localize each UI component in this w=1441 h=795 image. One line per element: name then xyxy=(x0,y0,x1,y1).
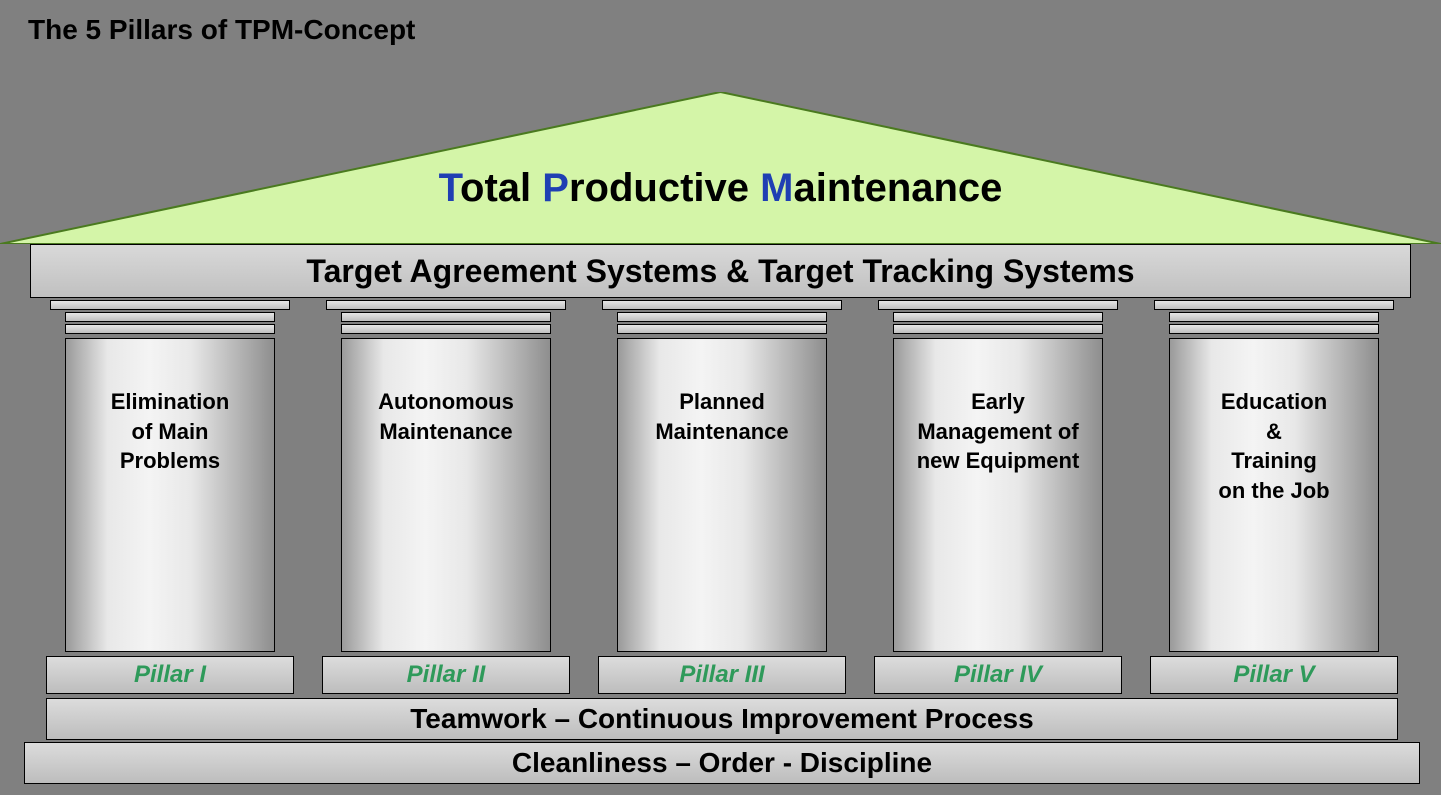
pillar-shaft-line: Education xyxy=(1170,387,1378,417)
tpm-word-rest: roductive xyxy=(569,166,760,210)
tpm-word-rest: otal xyxy=(460,166,542,210)
pillar-shaft: EarlyManagement ofnew Equipment xyxy=(893,338,1103,652)
pillar-base-label: Pillar III xyxy=(598,656,846,694)
capital-ring xyxy=(1169,312,1379,322)
pillar-shaft-line: of Main xyxy=(66,417,274,447)
pillar-shaft-line: Planned xyxy=(618,387,826,417)
capital-ring xyxy=(617,324,827,334)
capital-ring xyxy=(893,324,1103,334)
pillar-shaft-line: Maintenance xyxy=(618,417,826,447)
pillar-shaft-line: on the Job xyxy=(1170,476,1378,506)
capital-ring xyxy=(341,324,551,334)
pillar-2: AutonomousMaintenance Pillar II xyxy=(322,300,570,694)
tpm-initial: P xyxy=(542,166,569,210)
capital-ring xyxy=(50,300,290,310)
capital-ring xyxy=(1154,300,1394,310)
pillar-base-label: Pillar IV xyxy=(874,656,1122,694)
pillar-shaft-line: Early xyxy=(894,387,1102,417)
pillar-shaft-line: & xyxy=(1170,417,1378,447)
capital-ring xyxy=(602,300,842,310)
pillar-shaft-line: new Equipment xyxy=(894,446,1102,476)
capital-ring xyxy=(878,300,1118,310)
pillar-shaft-line: Problems xyxy=(66,446,274,476)
pillar-capital xyxy=(1154,300,1394,334)
foundation-row-1: Teamwork – Continuous Improvement Proces… xyxy=(46,698,1398,740)
pillar-1: Eliminationof MainProblems Pillar I xyxy=(46,300,294,694)
capital-ring xyxy=(893,312,1103,322)
pillar-shaft-line: Elimination xyxy=(66,387,274,417)
pillar-base-label: Pillar II xyxy=(322,656,570,694)
foundation-row-2: Cleanliness – Order - Discipline xyxy=(24,742,1420,784)
capital-ring xyxy=(326,300,566,310)
roof-text: Total Productive Maintenance xyxy=(0,166,1441,211)
tpm-initial: M xyxy=(760,166,793,210)
pillar-5: Education&Trainingon the Job Pillar V xyxy=(1150,300,1398,694)
pillar-shaft: Education&Trainingon the Job xyxy=(1169,338,1379,652)
pillar-shaft-line: Maintenance xyxy=(342,417,550,447)
capital-ring xyxy=(65,324,275,334)
pillar-shaft-line: Management of xyxy=(894,417,1102,447)
capital-ring xyxy=(617,312,827,322)
capital-ring xyxy=(65,312,275,322)
page-title: The 5 Pillars of TPM-Concept xyxy=(28,14,415,46)
pillar-3: PlannedMaintenance Pillar III xyxy=(598,300,846,694)
architrave-bar: Target Agreement Systems & Target Tracki… xyxy=(30,244,1411,298)
pillars-row: Eliminationof MainProblems Pillar I Autono… xyxy=(46,300,1398,694)
pillar-capital xyxy=(878,300,1118,334)
pillar-base-label: Pillar V xyxy=(1150,656,1398,694)
capital-ring xyxy=(1169,324,1379,334)
roof-triangle: Total Productive Maintenance xyxy=(0,92,1441,244)
pillar-shaft: PlannedMaintenance xyxy=(617,338,827,652)
tpm-initial: T xyxy=(439,166,460,210)
pillar-capital xyxy=(602,300,842,334)
pillar-capital xyxy=(50,300,290,334)
pillar-shaft: Eliminationof MainProblems xyxy=(65,338,275,652)
pillar-shaft: AutonomousMaintenance xyxy=(341,338,551,652)
pillar-shaft-line: Training xyxy=(1170,446,1378,476)
capital-ring xyxy=(341,312,551,322)
pillar-4: EarlyManagement ofnew Equipment Pillar IV xyxy=(874,300,1122,694)
pillar-capital xyxy=(326,300,566,334)
pillar-base-label: Pillar I xyxy=(46,656,294,694)
tpm-word-rest: aintenance xyxy=(793,166,1002,210)
pillar-shaft-line: Autonomous xyxy=(342,387,550,417)
